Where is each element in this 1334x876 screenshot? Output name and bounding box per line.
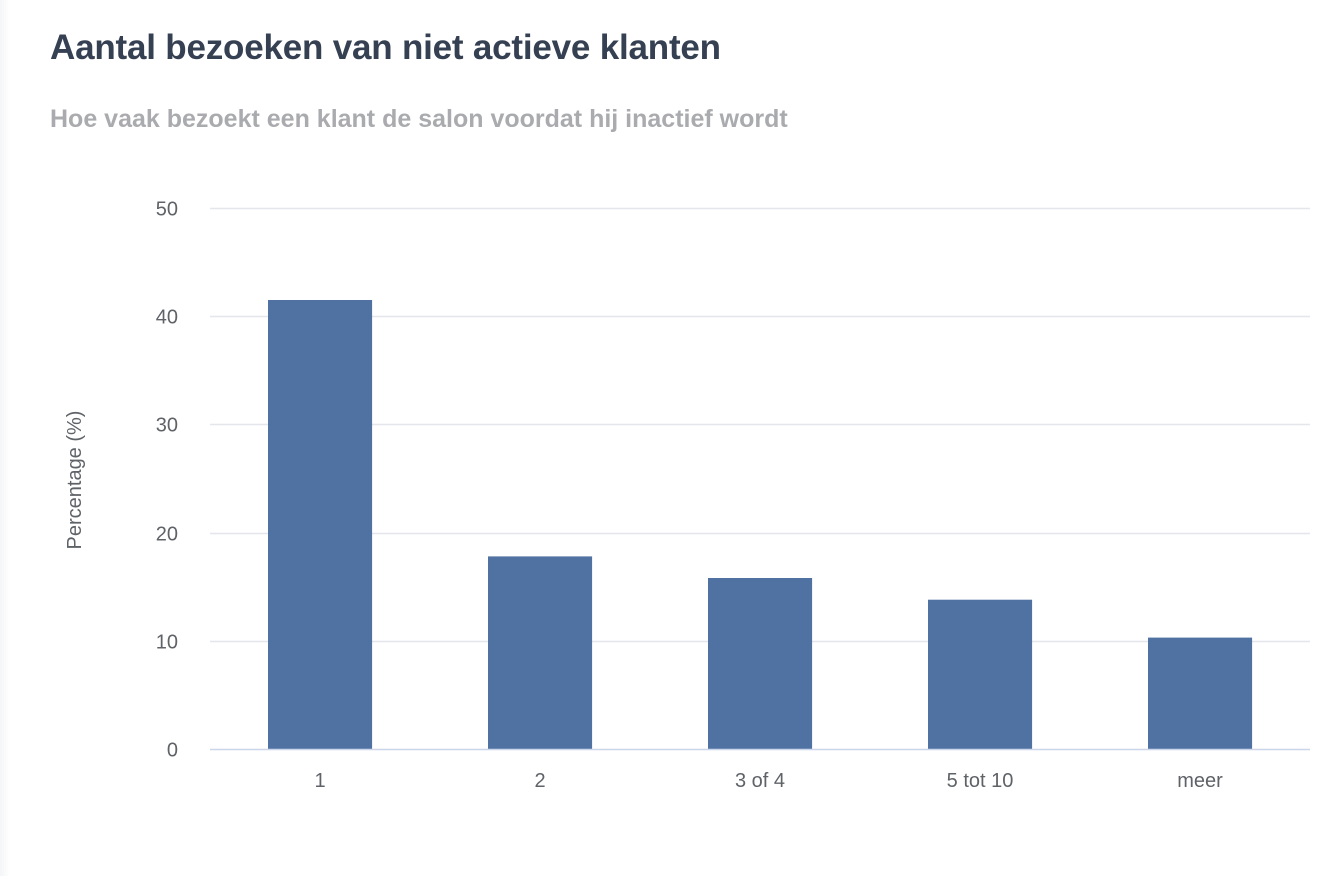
y-tick-label: 10 [156, 632, 178, 654]
y-axis-title: Percentage (%) [64, 411, 86, 550]
x-tick-label: 5 tot 10 [947, 770, 1014, 792]
bar [928, 599, 1033, 749]
chart-subtitle: Hoe vaak bezoekt een klant de salon voor… [50, 105, 788, 133]
gridlines [210, 207, 1310, 643]
bar [708, 578, 813, 749]
x-tick-label: 1 [314, 770, 325, 792]
y-tick-label: 50 [156, 199, 178, 221]
x-tick-label: 3 of 4 [735, 770, 785, 792]
y-axis-ticks: 0 10 20 30 40 50 [156, 199, 178, 762]
bar [488, 556, 593, 749]
x-tick-label: 2 [534, 770, 545, 792]
x-tick-label: meer [1177, 770, 1223, 792]
x-axis-ticks: 1 2 3 of 4 5 tot 10 meer [314, 770, 1223, 792]
panel-edge [0, 0, 10, 876]
y-tick-label: 40 [156, 307, 178, 329]
bar [268, 300, 373, 749]
y-tick-label: 0 [167, 740, 178, 762]
bars [268, 300, 1253, 749]
y-tick-label: 30 [156, 415, 178, 437]
chart-title: Aantal bezoeken van niet actieve klanten [50, 28, 721, 67]
bar [1148, 637, 1253, 749]
y-tick-label: 20 [156, 524, 178, 546]
